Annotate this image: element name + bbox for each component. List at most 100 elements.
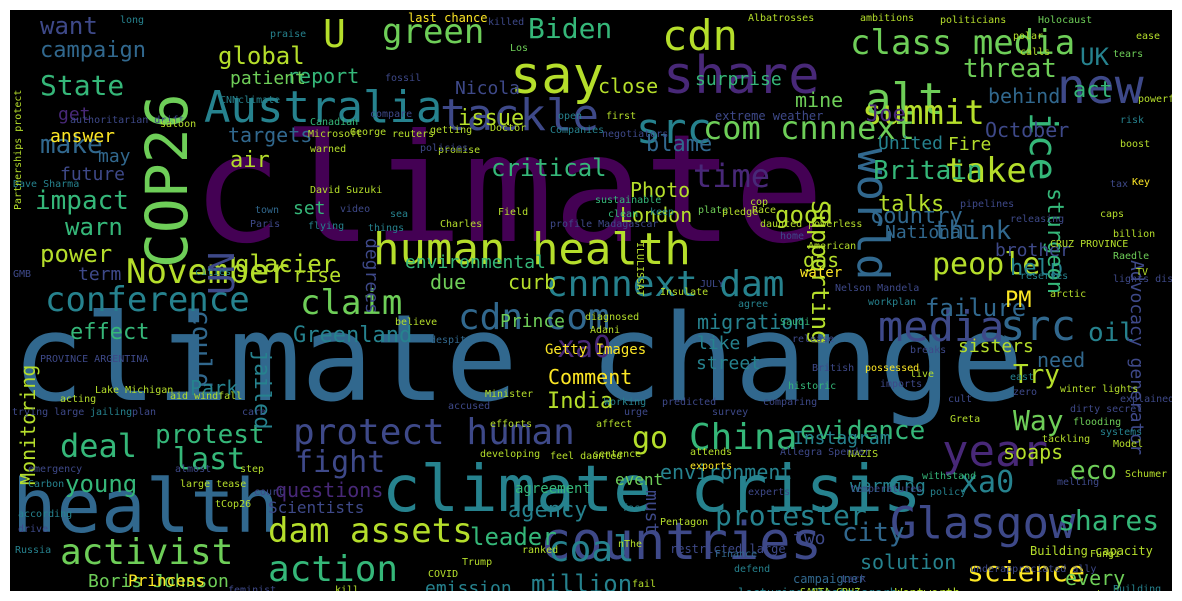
cloud-word: town — [255, 205, 280, 216]
cloud-word: threat — [963, 54, 1057, 84]
cloud-word: power — [40, 240, 113, 268]
cloud-word: profile Madagascar — [550, 219, 659, 230]
cloud-word: warn — [65, 213, 123, 241]
cloud-word: feminist — [228, 585, 277, 592]
cloud-word: east — [1010, 372, 1035, 383]
cloud-word: Photo — [630, 178, 691, 202]
cloud-word: act — [1073, 78, 1113, 103]
cloud-word: help — [1010, 256, 1063, 281]
cloud-word: stop — [1090, 590, 1114, 592]
cloud-word: cities — [195, 267, 232, 278]
cloud-word: people — [932, 247, 1041, 282]
cloud-word: cdn — [662, 11, 738, 60]
cloud-word: environment — [660, 460, 793, 484]
cloud-word: Greta — [950, 414, 981, 425]
cloud-word: calls — [1020, 47, 1051, 58]
cloud-word: Field — [498, 207, 529, 218]
cloud-word: Biden — [528, 12, 613, 45]
cloud-word: PM — [1005, 288, 1032, 313]
cloud-word: oil — [1088, 318, 1135, 348]
cloud-word: two — [793, 528, 826, 549]
cloud-word: caps — [1100, 209, 1125, 220]
cloud-word: campaign — [40, 38, 146, 63]
cloud-word: polar — [1013, 31, 1044, 42]
cloud-word: agree — [738, 299, 769, 310]
cloud-word: attends — [690, 447, 733, 458]
cloud-word: jailing — [90, 407, 133, 418]
cloud-word: last chance — [408, 11, 488, 25]
cloud-word: flying — [308, 221, 345, 232]
cloud-word: last — [173, 442, 246, 477]
cloud-word: summit — [862, 93, 985, 133]
cloud-word: mine — [795, 88, 844, 112]
cloud-word: Nicola — [455, 78, 521, 99]
cloud-word: Lake Michigan — [95, 385, 174, 396]
cloud-word: sisters — [958, 336, 1034, 357]
cloud-word: feel daunted — [550, 451, 623, 462]
cloud-word: dirty secret — [1070, 404, 1143, 415]
cloud-word: GMB — [13, 269, 32, 280]
cloud-word: environmental — [405, 252, 546, 273]
cloud-word: affect — [596, 419, 633, 430]
cloud-word: ILULISSAT — [634, 242, 645, 297]
cloud-word: brother — [995, 240, 1071, 261]
cloud-word: UK — [1080, 43, 1109, 71]
cloud-word: emission — [425, 578, 512, 592]
cloud-word: term — [78, 264, 122, 285]
cloud-word: tax — [1110, 179, 1129, 190]
cloud-word: kill — [335, 585, 360, 592]
cloud-word: arctic — [1050, 289, 1087, 300]
cloud-word: policies — [420, 143, 469, 154]
cloud-word: policy — [930, 487, 967, 498]
cloud-word: agency — [508, 498, 588, 523]
cloud-word: climate crisis — [382, 453, 922, 527]
cloud-word: human health — [373, 224, 691, 275]
cloud-word: saloon — [160, 119, 197, 130]
cloud-word: class media — [850, 23, 1076, 63]
cloud-word: killed — [488, 17, 525, 28]
cloud-word: court — [254, 487, 285, 498]
cloud-word: praise — [270, 29, 307, 40]
cloud-word: get — [58, 104, 91, 125]
cloud-word: protect human — [293, 412, 575, 453]
cloud-word: acting — [60, 394, 97, 405]
cloud-word: possessed — [865, 363, 920, 374]
cloud-word: blame — [646, 132, 713, 157]
cloud-word: Doctor — [490, 123, 527, 134]
cloud-word: cnnnext dam — [546, 264, 785, 305]
cloud-word: U — [323, 12, 346, 56]
cloud-word: city — [842, 518, 905, 548]
cloud-word: Insulate — [660, 287, 709, 298]
cloud-word: conference — [45, 280, 250, 320]
cloud-word: Park — [190, 376, 239, 400]
cloud-word: reserves — [1020, 271, 1069, 282]
cloud-word: first — [606, 111, 637, 122]
cloud-word: Fungi — [1090, 549, 1121, 560]
cloud-word: breaks — [910, 345, 947, 356]
cloud-word: cult — [948, 394, 973, 405]
cloud-word: India — [547, 389, 614, 414]
cloud-word: NAZIS — [848, 449, 879, 460]
cloud-word: every — [1065, 566, 1126, 590]
cloud-word: alt — [865, 74, 945, 125]
cloud-word: Way — [1013, 404, 1064, 437]
cloud-word: shares — [1058, 504, 1160, 537]
cloud-word: face — [622, 503, 647, 514]
cloud-word: Albatrosses — [748, 13, 815, 24]
cloud-word: negotiators — [602, 129, 669, 140]
cloud-word: say — [510, 46, 604, 106]
cloud-word: Comment — [548, 365, 633, 389]
cloud-word: eco — [1070, 456, 1117, 486]
cloud-word: step — [240, 464, 265, 475]
cloud-word: predicted — [662, 397, 717, 408]
cloud-word: country — [870, 204, 963, 229]
cloud-word: failure — [925, 294, 1027, 322]
cloud-word: glacier — [235, 250, 337, 278]
cloud-word: October — [985, 118, 1070, 142]
cloud-word: Race — [752, 205, 777, 216]
cloud-word: survey — [712, 407, 749, 418]
cloud-word: like — [697, 333, 741, 354]
cloud-word: impact — [35, 186, 129, 216]
cloud-word: src — [636, 104, 712, 153]
cloud-word: plan — [132, 407, 157, 418]
